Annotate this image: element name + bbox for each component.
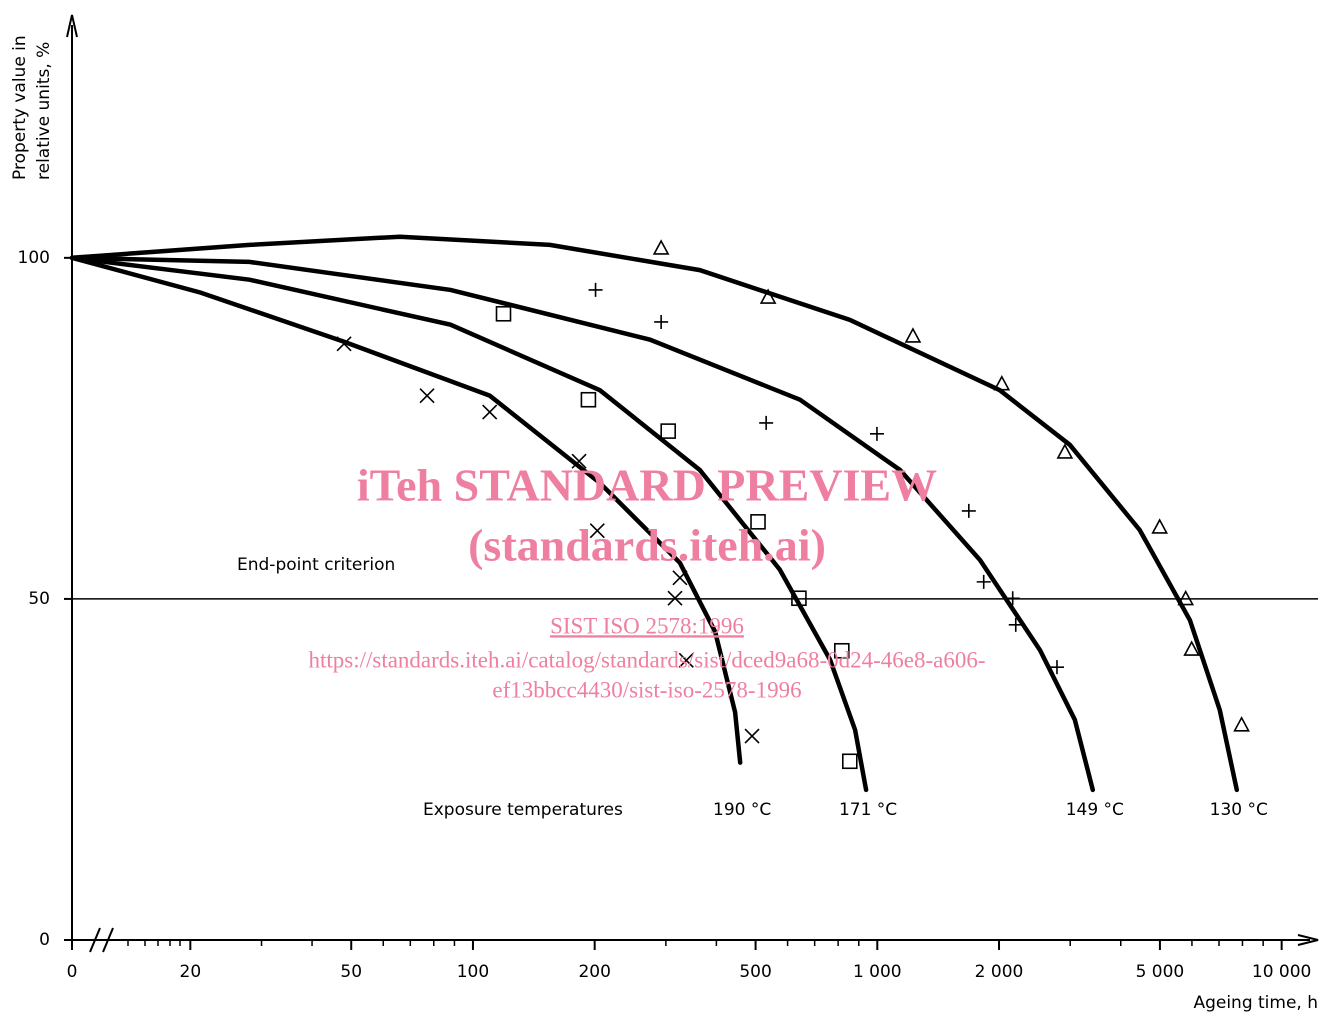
marker-cross	[667, 590, 683, 606]
marker-triangle	[1183, 640, 1200, 656]
x-tick-label: 500	[739, 962, 771, 982]
marker-cross	[336, 336, 352, 352]
marker-cross	[419, 388, 435, 404]
marker-triangle	[1233, 716, 1250, 732]
axis-break	[102, 927, 114, 953]
marker-plus	[759, 415, 774, 430]
marker-plus	[961, 503, 976, 518]
x-tick-label: 100	[457, 962, 489, 982]
marker-triangle	[759, 288, 777, 304]
marker-cross	[672, 570, 688, 586]
series-label: 171 °C	[839, 800, 897, 820]
x-tick-label: 5 000	[1136, 962, 1185, 982]
marker-square	[660, 423, 677, 439]
marker-triangle	[652, 239, 670, 255]
watermark-title: iTeh STANDARD PREVIEW	[357, 460, 937, 511]
watermark-code: SIST ISO 2578:1996	[550, 613, 744, 638]
y-axis-label: relative units, %	[34, 42, 54, 180]
marker-plus	[654, 314, 669, 329]
marker-triangle	[993, 375, 1011, 391]
marker-plus	[588, 282, 603, 297]
marker-triangle	[904, 327, 922, 343]
marker-plus	[1008, 617, 1023, 632]
series-caption: Exposure temperatures	[423, 800, 623, 820]
axis-break	[89, 927, 101, 953]
x-axis-label: Ageing time, h	[1193, 993, 1318, 1013]
marker-plus	[869, 426, 884, 441]
curve	[69, 255, 743, 765]
marker-cross	[744, 728, 760, 744]
y-axis-arrow	[66, 14, 78, 38]
x-tick-label: 2 000	[975, 962, 1024, 982]
series-label: 130 °C	[1210, 800, 1268, 820]
y-tick-label: 100	[18, 248, 50, 268]
x-axis-arrow	[1297, 934, 1319, 946]
y-tick-label: 50	[28, 589, 50, 609]
x-tick-label: 1 000	[853, 962, 902, 982]
marker-triangle	[1056, 443, 1074, 459]
y-axis-label: Property value in	[10, 35, 30, 180]
criterion-label: End-point criterion	[237, 555, 395, 575]
marker-square	[495, 305, 512, 322]
marker-plus	[976, 574, 991, 589]
curve	[69, 255, 869, 793]
curve	[69, 234, 1240, 793]
x-tick-label: 0	[67, 962, 78, 982]
marker-plus	[1005, 591, 1020, 606]
series-label: 149 °C	[1066, 800, 1124, 820]
marker-cross	[678, 652, 694, 668]
marker-cross	[482, 404, 498, 420]
marker-square	[791, 590, 807, 607]
marker-triangle	[1151, 518, 1169, 534]
marker-square	[834, 642, 850, 659]
marker-cross	[571, 453, 587, 469]
marker-square	[580, 391, 597, 408]
y-tick-label: 0	[39, 930, 50, 950]
series-label: 190 °C	[713, 800, 771, 820]
marker-plus	[1049, 660, 1064, 675]
watermark-url: https://standards.iteh.ai/catalog/standa…	[308, 647, 985, 672]
marker-square	[750, 514, 766, 530]
marker-cross	[589, 523, 605, 539]
x-tick-label: 10 000	[1252, 962, 1311, 982]
marker-triangle	[1177, 589, 1195, 606]
x-tick-label: 200	[578, 962, 610, 982]
x-tick-label: 50	[340, 962, 362, 982]
watermark-subtitle: (standards.iteh.ai)	[468, 520, 826, 571]
marker-square	[841, 753, 858, 770]
watermark-url: ef13bbcc4430/sist-iso-2578-1996	[492, 677, 801, 702]
x-tick-label: 20	[180, 962, 202, 982]
curve	[69, 255, 1096, 793]
